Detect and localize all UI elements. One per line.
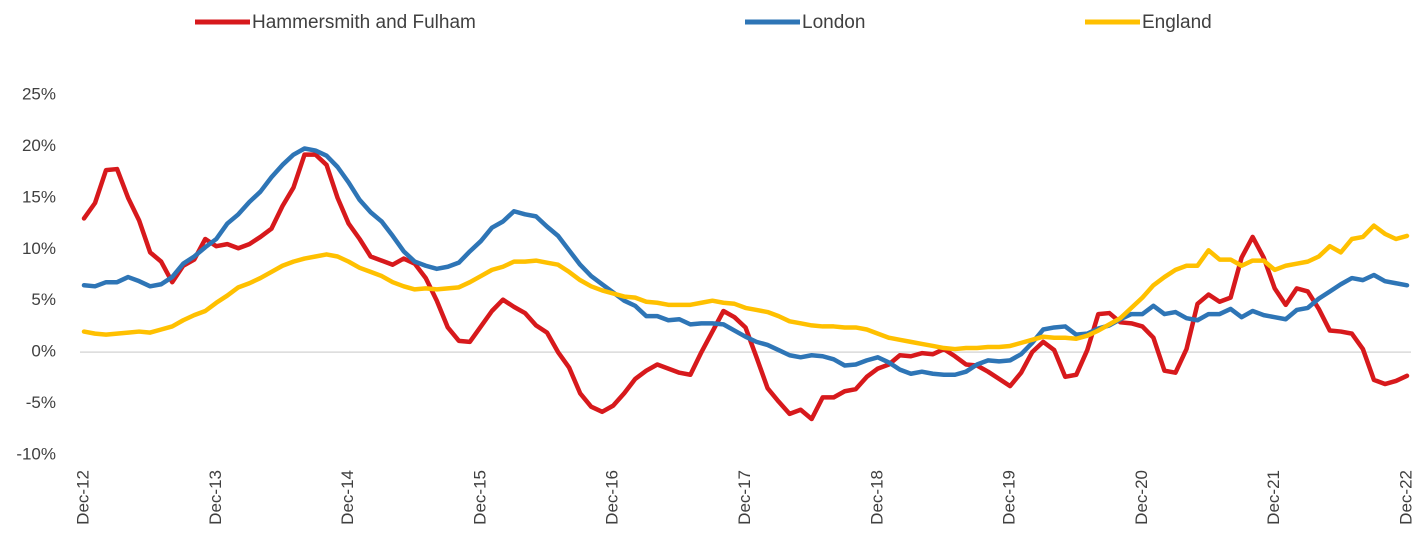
y-tick-label: 0% xyxy=(31,342,56,361)
x-tick-label: Dec-22 xyxy=(1396,470,1415,525)
series-line xyxy=(81,146,1410,378)
x-tick-label: Dec-19 xyxy=(1000,470,1019,525)
x-tick-label: Dec-21 xyxy=(1264,470,1283,525)
x-tick-label: Dec-15 xyxy=(470,470,489,525)
y-tick-label: 5% xyxy=(31,290,56,309)
x-tick-label: Dec-18 xyxy=(867,470,886,525)
series-line xyxy=(81,223,1410,352)
y-tick-label: -10% xyxy=(16,444,56,463)
x-tick-label: Dec-17 xyxy=(735,470,754,525)
x-tick-label: Dec-16 xyxy=(603,470,622,525)
legend-text: Hammersmith and Fulham xyxy=(252,12,476,33)
y-tick-label: 10% xyxy=(22,239,56,258)
legend-text: London xyxy=(802,12,865,33)
x-tick-label: Dec-12 xyxy=(73,470,92,525)
series-line xyxy=(81,152,1410,422)
x-tick-label: Dec-13 xyxy=(206,470,225,525)
x-tick-label: Dec-14 xyxy=(338,470,357,525)
legend-text: England xyxy=(1142,12,1212,33)
y-tick-label: 20% xyxy=(22,136,56,155)
y-tick-label: 15% xyxy=(22,187,56,206)
x-tick-label: Dec-20 xyxy=(1132,470,1151,525)
y-tick-label: 25% xyxy=(22,84,56,103)
y-tick-label: -5% xyxy=(26,393,56,412)
